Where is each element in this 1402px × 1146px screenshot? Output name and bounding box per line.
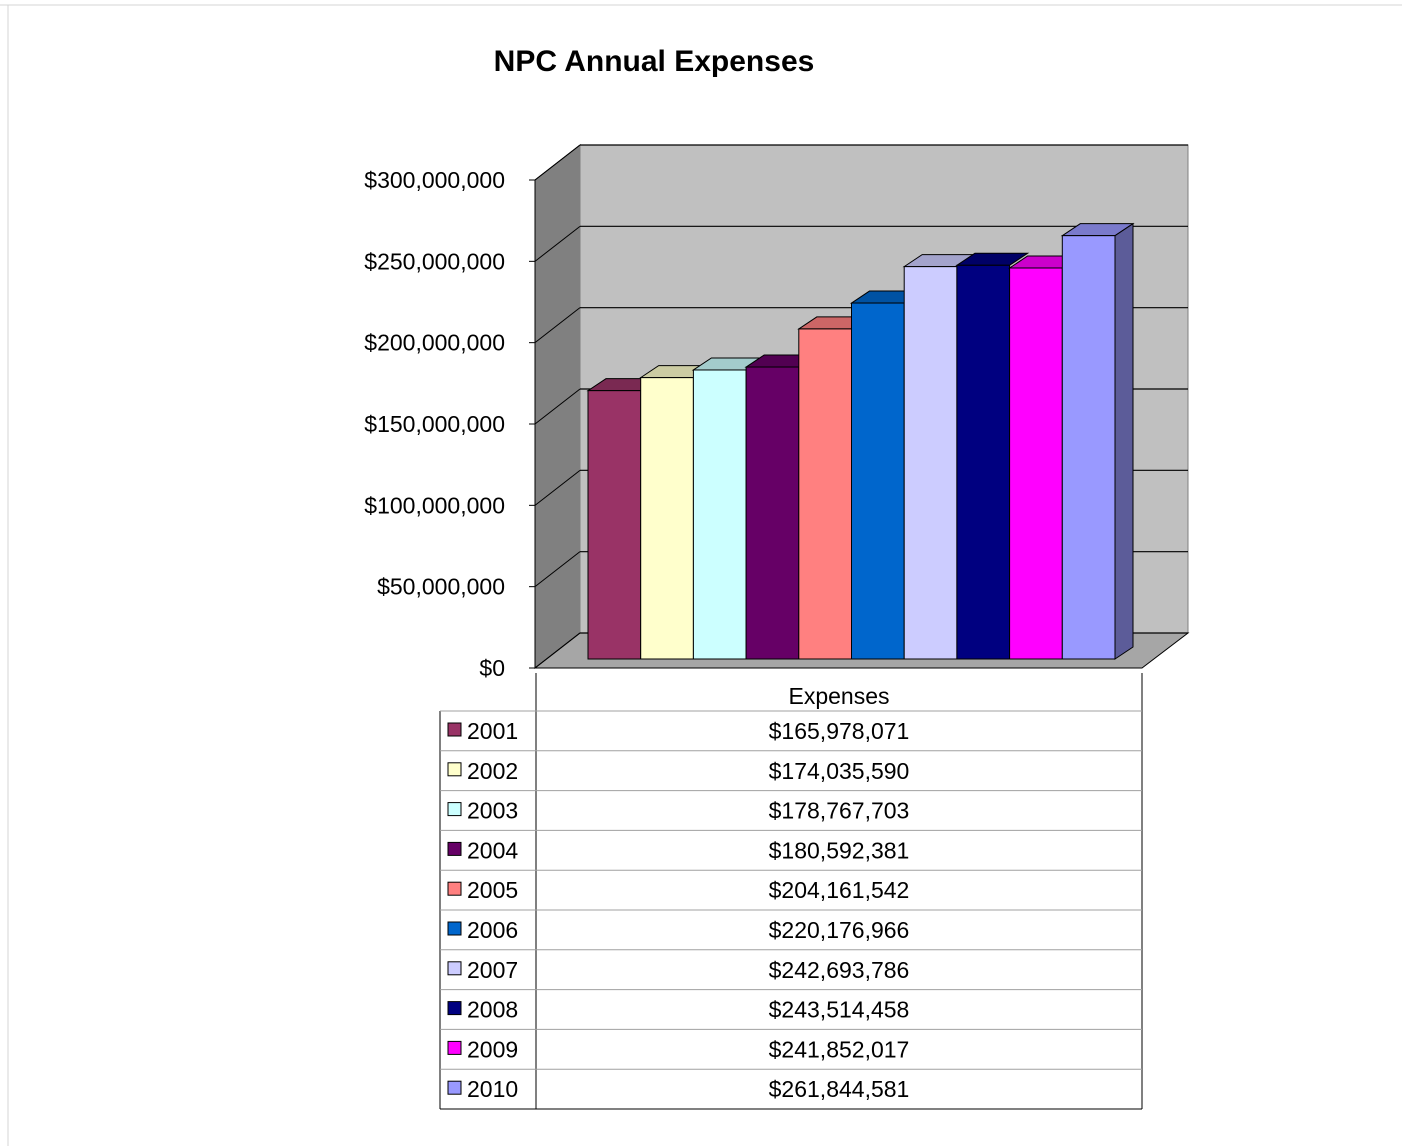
table-value: $180,592,381 [769, 837, 910, 863]
table-row: 2010 $261,844,581 [447, 1076, 910, 1102]
table-value: $165,978,071 [769, 718, 910, 744]
bar-front [745, 366, 800, 660]
gridline-side [534, 307, 581, 344]
bar-2003 [691, 357, 766, 660]
table-row: 2008 $243,514,458 [447, 997, 910, 1023]
table-row: 2004 $180,592,381 [447, 837, 910, 863]
y-axis: $0 $50,000,000 $100,000,000 $150,000,000 $20… [364, 167, 536, 681]
bar-front [587, 390, 642, 660]
bar-side [1114, 222, 1134, 660]
legend-key [447, 1040, 462, 1055]
legend-label: 2007 [467, 957, 518, 983]
table-row: 2005 $204,161,542 [447, 877, 910, 903]
legend-label: 2009 [467, 1036, 518, 1062]
legend-label: 2005 [467, 877, 518, 903]
y-tick-label: $150,000,000 [364, 411, 505, 437]
gridline-side [534, 388, 581, 425]
legend-key [447, 802, 462, 817]
gridline-side [534, 551, 581, 588]
bar-2009 [1007, 255, 1082, 660]
bar-2005 [797, 316, 872, 660]
table-row: 2009 $241,852,017 [447, 1036, 910, 1062]
legend-key [447, 921, 462, 936]
table-value: $174,035,590 [769, 758, 910, 784]
legend-key [447, 961, 462, 976]
legend-label: 2001 [467, 718, 518, 744]
legend-label: 2004 [467, 837, 518, 863]
chart-title: NPC Annual Expenses [494, 45, 815, 78]
bar-front [692, 369, 747, 660]
legend-label: 2006 [467, 917, 518, 943]
bars [586, 222, 1135, 660]
table-header: Expenses [788, 683, 889, 709]
table-row: 2001 $165,978,071 [447, 718, 910, 744]
table-row: 2006 $220,176,966 [447, 917, 910, 943]
bar-front [1061, 235, 1116, 660]
table-row: 2007 $242,693,786 [447, 957, 910, 983]
table-value: $261,844,581 [769, 1076, 910, 1102]
bar-front [851, 302, 905, 660]
bar-front [640, 377, 694, 660]
table-value: $241,852,017 [769, 1036, 910, 1062]
y-tick-label: $300,000,000 [364, 167, 505, 193]
gridline-side [534, 225, 581, 262]
table-value: $242,693,786 [769, 957, 910, 983]
y-tick-label: $200,000,000 [364, 330, 505, 356]
y-tick-label: $250,000,000 [364, 248, 505, 274]
bar-2010 [1060, 223, 1135, 660]
bar-front [903, 266, 958, 660]
table-value: $220,176,966 [769, 917, 910, 943]
table-value: $178,767,703 [769, 798, 910, 824]
legend-label: 2010 [467, 1076, 518, 1102]
data-table: Expenses 2001 $165,978,071 2002 $174,035,590… [439, 673, 1143, 1110]
gridline-side [534, 632, 581, 669]
legend-label: 2008 [467, 997, 518, 1023]
y-tick-label: $100,000,000 [364, 492, 505, 518]
legend-key [447, 722, 462, 737]
table-row: 2002 $174,035,590 [447, 758, 910, 784]
y-tick-label: $0 [479, 655, 505, 681]
legend-key [447, 1080, 462, 1095]
legend-label: 2002 [467, 758, 518, 784]
y-tick-label: $50,000,000 [377, 574, 505, 600]
legend-key [447, 1001, 462, 1016]
legend-key [447, 762, 462, 777]
gridline-side [534, 144, 581, 181]
table-value: $204,161,542 [769, 877, 910, 903]
gridline-side [534, 469, 581, 506]
bar-2006 [849, 290, 924, 660]
bar-front [798, 328, 852, 660]
bar-2008 [955, 252, 1030, 660]
bar-front [956, 264, 1011, 660]
legend-key [447, 881, 462, 896]
legend-label: 2003 [467, 798, 518, 824]
table-value: $243,514,458 [769, 997, 910, 1023]
table-row: 2003 $178,767,703 [447, 798, 910, 824]
legend-key [447, 841, 462, 856]
bar-front [1009, 267, 1063, 660]
